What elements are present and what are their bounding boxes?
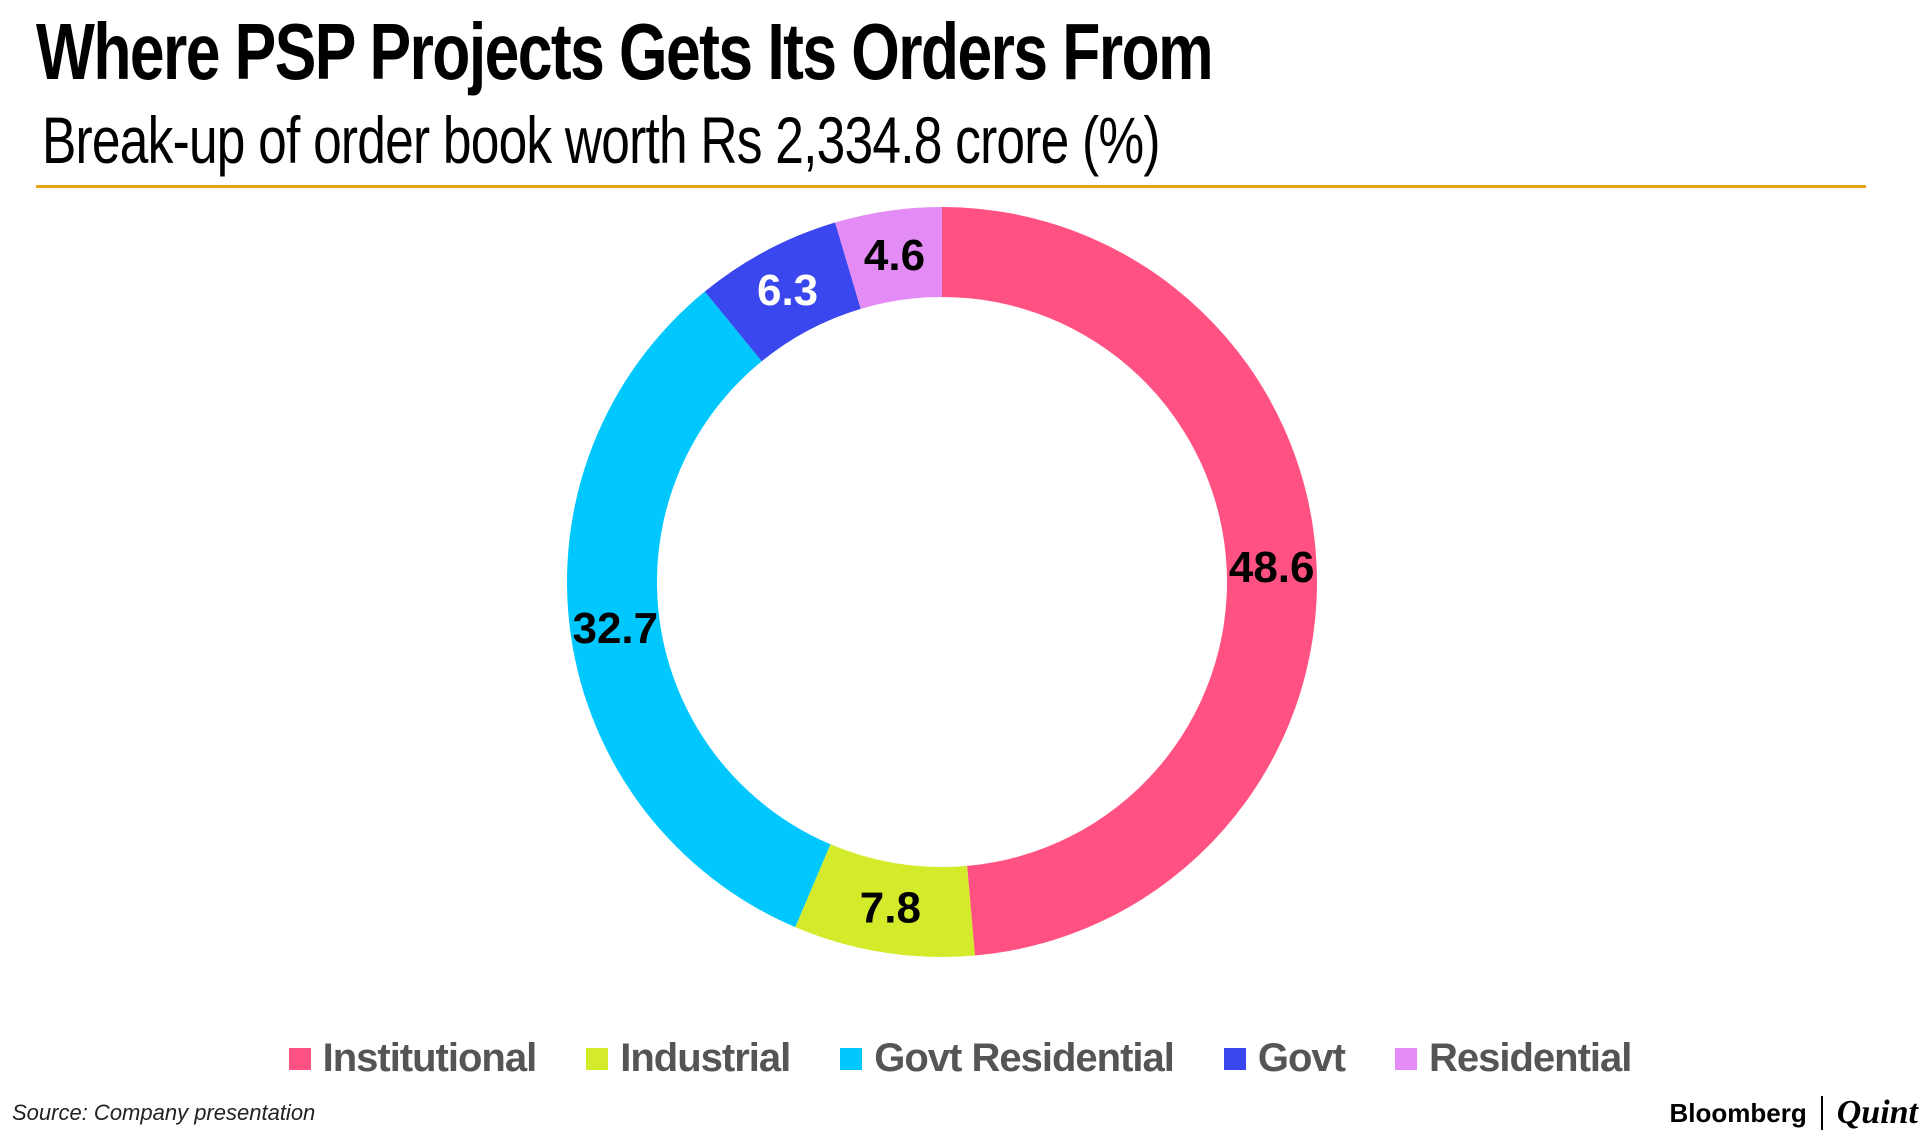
slice-govt [704, 222, 861, 362]
data-label-govt: 6.3 [757, 266, 818, 315]
title-divider [36, 185, 1866, 188]
slice-residential [835, 207, 942, 309]
legend-item-industrial: Industrial [586, 1036, 791, 1081]
legend-label-govt: Govt [1257, 1036, 1346, 1080]
source-note: Source: Company presentation [12, 1100, 316, 1125]
brand-name: Bloomberg [1669, 1097, 1807, 1128]
legend-swatch-industrial [586, 1047, 609, 1070]
legend-item-govt-residential: Govt Residential [840, 1036, 1175, 1081]
data-label-residential: 4.6 [864, 231, 925, 280]
data-label-govt-residential: 32.7 [572, 604, 658, 653]
slice-institutional [942, 207, 1318, 956]
data-label-industrial: 7.8 [860, 883, 921, 932]
brand-suffix: Quint [1836, 1094, 1918, 1131]
slice-govt-residential [566, 291, 831, 928]
legend-swatch-govt [1223, 1047, 1246, 1070]
brand-logo: Bloomberg Quint [1670, 1094, 1919, 1132]
donut-chart: 48.6 7.8 32.7 6.3 4.6 [566, 207, 1318, 957]
brand-separator [1820, 1096, 1823, 1130]
chart-title: Where PSP Projects Gets Its Orders From [36, 7, 1214, 96]
data-label-institutional: 48.6 [1229, 543, 1315, 592]
legend-item-govt: Govt [1223, 1036, 1346, 1081]
legend-swatch-govt-residential [840, 1047, 863, 1070]
slice-industrial [795, 844, 975, 957]
chart-subtitle: Break-up of order book worth Rs 2,334.8 … [42, 103, 1161, 177]
legend-label-govt-residential: Govt Residential [874, 1036, 1175, 1080]
legend-swatch-institutional [288, 1047, 311, 1070]
legend-item-institutional: Institutional [288, 1036, 538, 1081]
chart-legend: Institutional Industrial Govt Residentia… [0, 1036, 1920, 1081]
legend-item-residential: Residential [1395, 1036, 1632, 1081]
legend-swatch-residential [1395, 1047, 1417, 1070]
legend-label-industrial: Industrial [620, 1036, 791, 1080]
legend-label-institutional: Institutional [322, 1036, 538, 1080]
legend-label-residential: Residential [1429, 1036, 1632, 1080]
